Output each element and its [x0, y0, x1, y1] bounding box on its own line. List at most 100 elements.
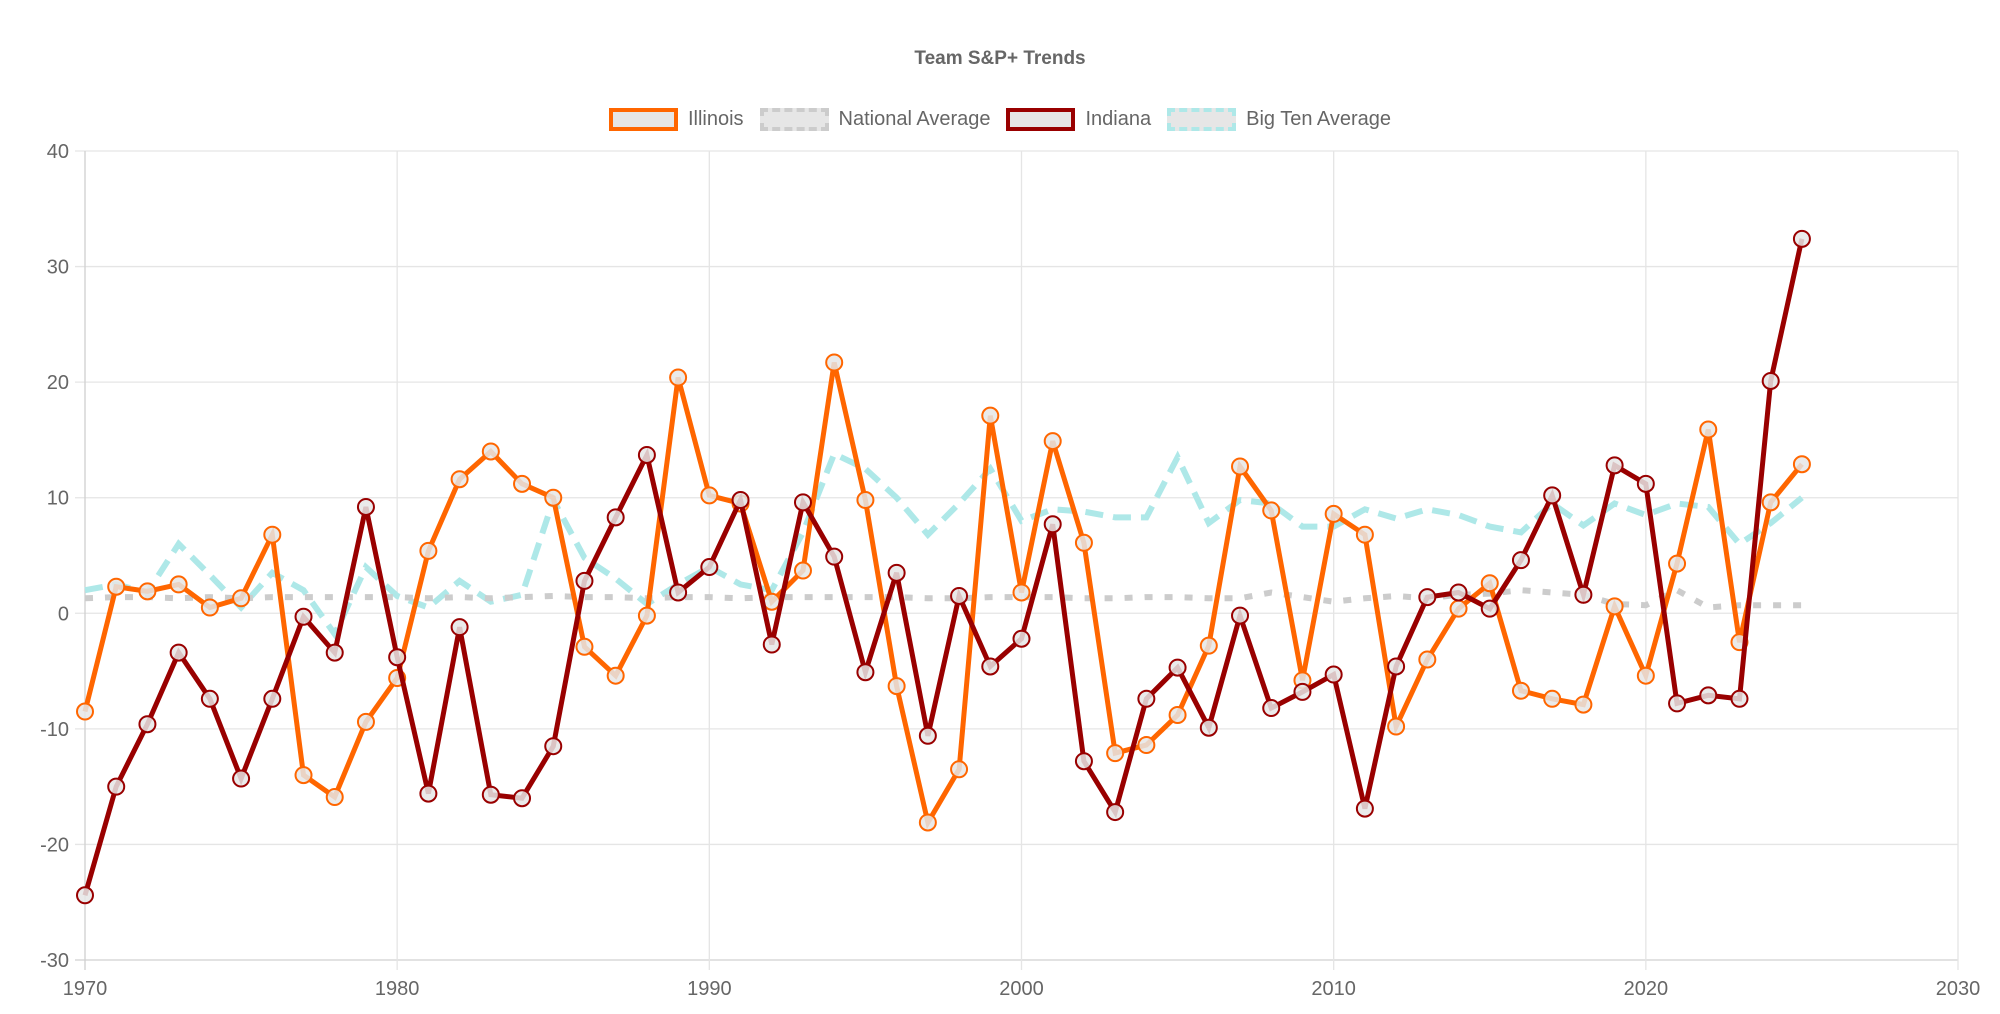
data-point-illinois-2025[interactable] [1792, 455, 1811, 474]
data-point-illinois-1982[interactable] [450, 470, 469, 489]
data-point-indiana-2008[interactable] [1262, 699, 1281, 718]
data-point-indiana-1983[interactable] [481, 785, 500, 804]
data-point-indiana-1993[interactable] [793, 493, 812, 512]
data-point-indiana-1970[interactable] [76, 886, 94, 905]
data-point-indiana-1982[interactable] [450, 618, 469, 637]
data-point-indiana-1974[interactable] [200, 689, 219, 708]
data-point-illinois-2022[interactable] [1699, 420, 1718, 439]
data-point-indiana-1987[interactable] [606, 508, 625, 527]
data-point-illinois-1976[interactable] [263, 525, 282, 544]
data-point-indiana-1989[interactable] [669, 583, 688, 602]
data-point-illinois-2021[interactable] [1668, 554, 1687, 573]
data-point-indiana-2007[interactable] [1231, 606, 1250, 625]
data-point-illinois-1971[interactable] [107, 577, 126, 596]
data-point-illinois-2015[interactable] [1480, 574, 1499, 593]
data-point-indiana-2009[interactable] [1293, 682, 1312, 701]
data-point-indiana-2014[interactable] [1449, 583, 1468, 602]
data-point-indiana-1971[interactable] [107, 777, 126, 796]
data-point-illinois-1988[interactable] [637, 606, 656, 625]
data-point-indiana-2017[interactable] [1543, 486, 1562, 505]
data-point-indiana-1976[interactable] [263, 689, 282, 708]
data-point-indiana-2016[interactable] [1511, 551, 1530, 570]
data-point-illinois-2000[interactable] [1012, 583, 1031, 602]
data-point-indiana-1997[interactable] [918, 726, 937, 745]
data-point-indiana-2001[interactable] [1043, 515, 1062, 534]
data-point-illinois-1975[interactable] [232, 589, 251, 608]
data-point-indiana-2004[interactable] [1137, 689, 1156, 708]
data-point-indiana-1992[interactable] [762, 635, 781, 654]
data-point-illinois-1986[interactable] [575, 637, 594, 656]
data-point-indiana-2000[interactable] [1012, 629, 1031, 648]
data-point-illinois-1972[interactable] [138, 582, 157, 601]
data-point-indiana-2006[interactable] [1199, 718, 1218, 737]
data-point-illinois-1987[interactable] [606, 666, 625, 685]
data-point-indiana-1985[interactable] [544, 737, 563, 756]
legend-item-big-ten-average[interactable]: Big Ten Average [1167, 108, 1391, 131]
data-point-illinois-1984[interactable] [513, 474, 532, 493]
data-point-indiana-1975[interactable] [232, 769, 251, 788]
data-point-indiana-2020[interactable] [1636, 474, 1655, 493]
data-point-illinois-2014[interactable] [1449, 599, 1468, 618]
data-point-indiana-1988[interactable] [637, 445, 656, 464]
data-point-indiana-1990[interactable] [700, 558, 719, 577]
data-point-indiana-2015[interactable] [1480, 599, 1499, 618]
data-point-indiana-2012[interactable] [1387, 657, 1406, 676]
data-point-illinois-2012[interactable] [1387, 717, 1406, 736]
data-point-illinois-1979[interactable] [356, 712, 375, 731]
data-point-indiana-1978[interactable] [325, 643, 344, 662]
data-point-indiana-2011[interactable] [1355, 799, 1374, 818]
data-point-illinois-2004[interactable] [1137, 736, 1156, 755]
data-point-illinois-1998[interactable] [950, 760, 969, 779]
data-point-illinois-2013[interactable] [1418, 650, 1437, 669]
data-point-indiana-1979[interactable] [356, 497, 375, 516]
data-point-indiana-1977[interactable] [294, 607, 313, 626]
data-point-illinois-1983[interactable] [481, 442, 500, 461]
data-point-illinois-1985[interactable] [544, 488, 563, 507]
data-point-illinois-1995[interactable] [856, 491, 875, 510]
data-point-indiana-2002[interactable] [1074, 752, 1093, 771]
data-point-illinois-1993[interactable] [793, 561, 812, 580]
data-point-indiana-2018[interactable] [1574, 585, 1593, 604]
data-point-indiana-2021[interactable] [1668, 694, 1687, 713]
data-point-illinois-1977[interactable] [294, 766, 313, 785]
legend-item-national-average[interactable]: National Average [759, 108, 990, 131]
data-point-illinois-2018[interactable] [1574, 695, 1593, 714]
data-point-illinois-2017[interactable] [1543, 689, 1562, 708]
data-point-indiana-1996[interactable] [887, 563, 906, 582]
data-point-illinois-2008[interactable] [1262, 501, 1281, 520]
data-point-indiana-1973[interactable] [169, 643, 188, 662]
data-point-indiana-1980[interactable] [388, 648, 407, 667]
data-point-indiana-2010[interactable] [1324, 665, 1343, 684]
legend-item-illinois[interactable]: Illinois [608, 108, 744, 131]
data-point-illinois-2007[interactable] [1231, 457, 1250, 476]
data-point-indiana-2022[interactable] [1699, 686, 1718, 705]
data-point-indiana-1991[interactable] [731, 491, 750, 510]
data-point-illinois-1996[interactable] [887, 677, 906, 696]
data-point-illinois-2024[interactable] [1761, 493, 1780, 512]
data-point-illinois-2006[interactable] [1199, 636, 1218, 655]
data-point-indiana-1998[interactable] [950, 586, 969, 605]
data-point-illinois-2020[interactable] [1636, 666, 1655, 685]
data-point-indiana-1972[interactable] [138, 715, 157, 734]
data-point-indiana-2005[interactable] [1168, 658, 1187, 677]
data-point-illinois-1997[interactable] [918, 813, 937, 832]
data-point-indiana-1981[interactable] [419, 784, 438, 803]
data-point-illinois-1981[interactable] [419, 541, 438, 560]
data-point-illinois-1999[interactable] [981, 406, 1000, 425]
data-point-illinois-1973[interactable] [169, 575, 188, 594]
data-point-illinois-1990[interactable] [700, 486, 719, 505]
data-point-illinois-2003[interactable] [1106, 744, 1125, 763]
data-point-indiana-1999[interactable] [981, 657, 1000, 676]
data-point-illinois-1970[interactable] [76, 702, 94, 721]
data-point-illinois-1989[interactable] [669, 368, 688, 387]
data-point-illinois-1994[interactable] [825, 353, 844, 372]
data-point-indiana-2025[interactable] [1792, 229, 1811, 248]
data-point-indiana-1995[interactable] [856, 663, 875, 682]
data-point-illinois-2002[interactable] [1074, 533, 1093, 552]
data-point-illinois-2019[interactable] [1605, 597, 1624, 616]
data-point-illinois-1974[interactable] [200, 598, 219, 617]
legend-item-indiana[interactable]: Indiana [1006, 108, 1151, 131]
data-point-illinois-2016[interactable] [1511, 681, 1530, 700]
data-point-illinois-2010[interactable] [1324, 504, 1343, 523]
data-point-indiana-2019[interactable] [1605, 456, 1624, 475]
